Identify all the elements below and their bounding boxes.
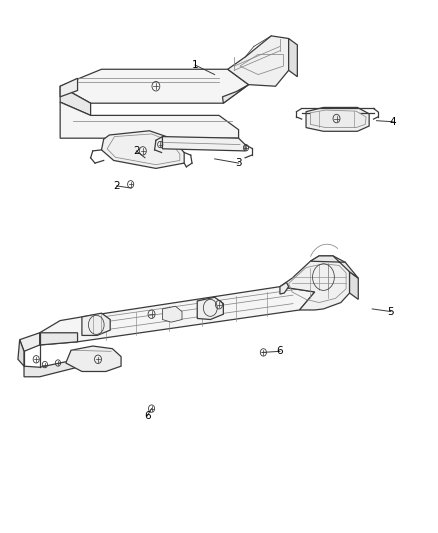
Polygon shape: [280, 282, 289, 294]
Text: 2: 2: [113, 181, 120, 191]
Text: 1: 1: [192, 60, 198, 70]
Polygon shape: [223, 85, 249, 103]
Polygon shape: [162, 136, 245, 151]
Polygon shape: [40, 333, 78, 345]
Polygon shape: [311, 256, 358, 278]
Polygon shape: [60, 69, 249, 103]
Polygon shape: [228, 36, 289, 86]
Polygon shape: [60, 86, 91, 115]
Text: 2: 2: [133, 146, 140, 156]
Polygon shape: [20, 333, 40, 351]
Polygon shape: [162, 306, 182, 322]
Polygon shape: [306, 108, 369, 131]
Polygon shape: [197, 297, 223, 319]
Polygon shape: [82, 313, 110, 335]
Polygon shape: [66, 346, 121, 372]
Polygon shape: [311, 110, 366, 127]
Polygon shape: [102, 131, 184, 168]
Polygon shape: [289, 38, 297, 77]
Polygon shape: [280, 256, 350, 310]
Polygon shape: [60, 78, 78, 97]
Text: 4: 4: [390, 117, 396, 127]
Polygon shape: [18, 340, 24, 366]
Polygon shape: [24, 359, 78, 377]
Polygon shape: [60, 102, 239, 138]
Polygon shape: [350, 272, 358, 300]
Text: 6: 6: [144, 411, 151, 421]
Text: 6: 6: [277, 346, 283, 357]
Text: 3: 3: [235, 158, 242, 168]
Text: 5: 5: [388, 306, 394, 317]
Polygon shape: [40, 287, 315, 345]
